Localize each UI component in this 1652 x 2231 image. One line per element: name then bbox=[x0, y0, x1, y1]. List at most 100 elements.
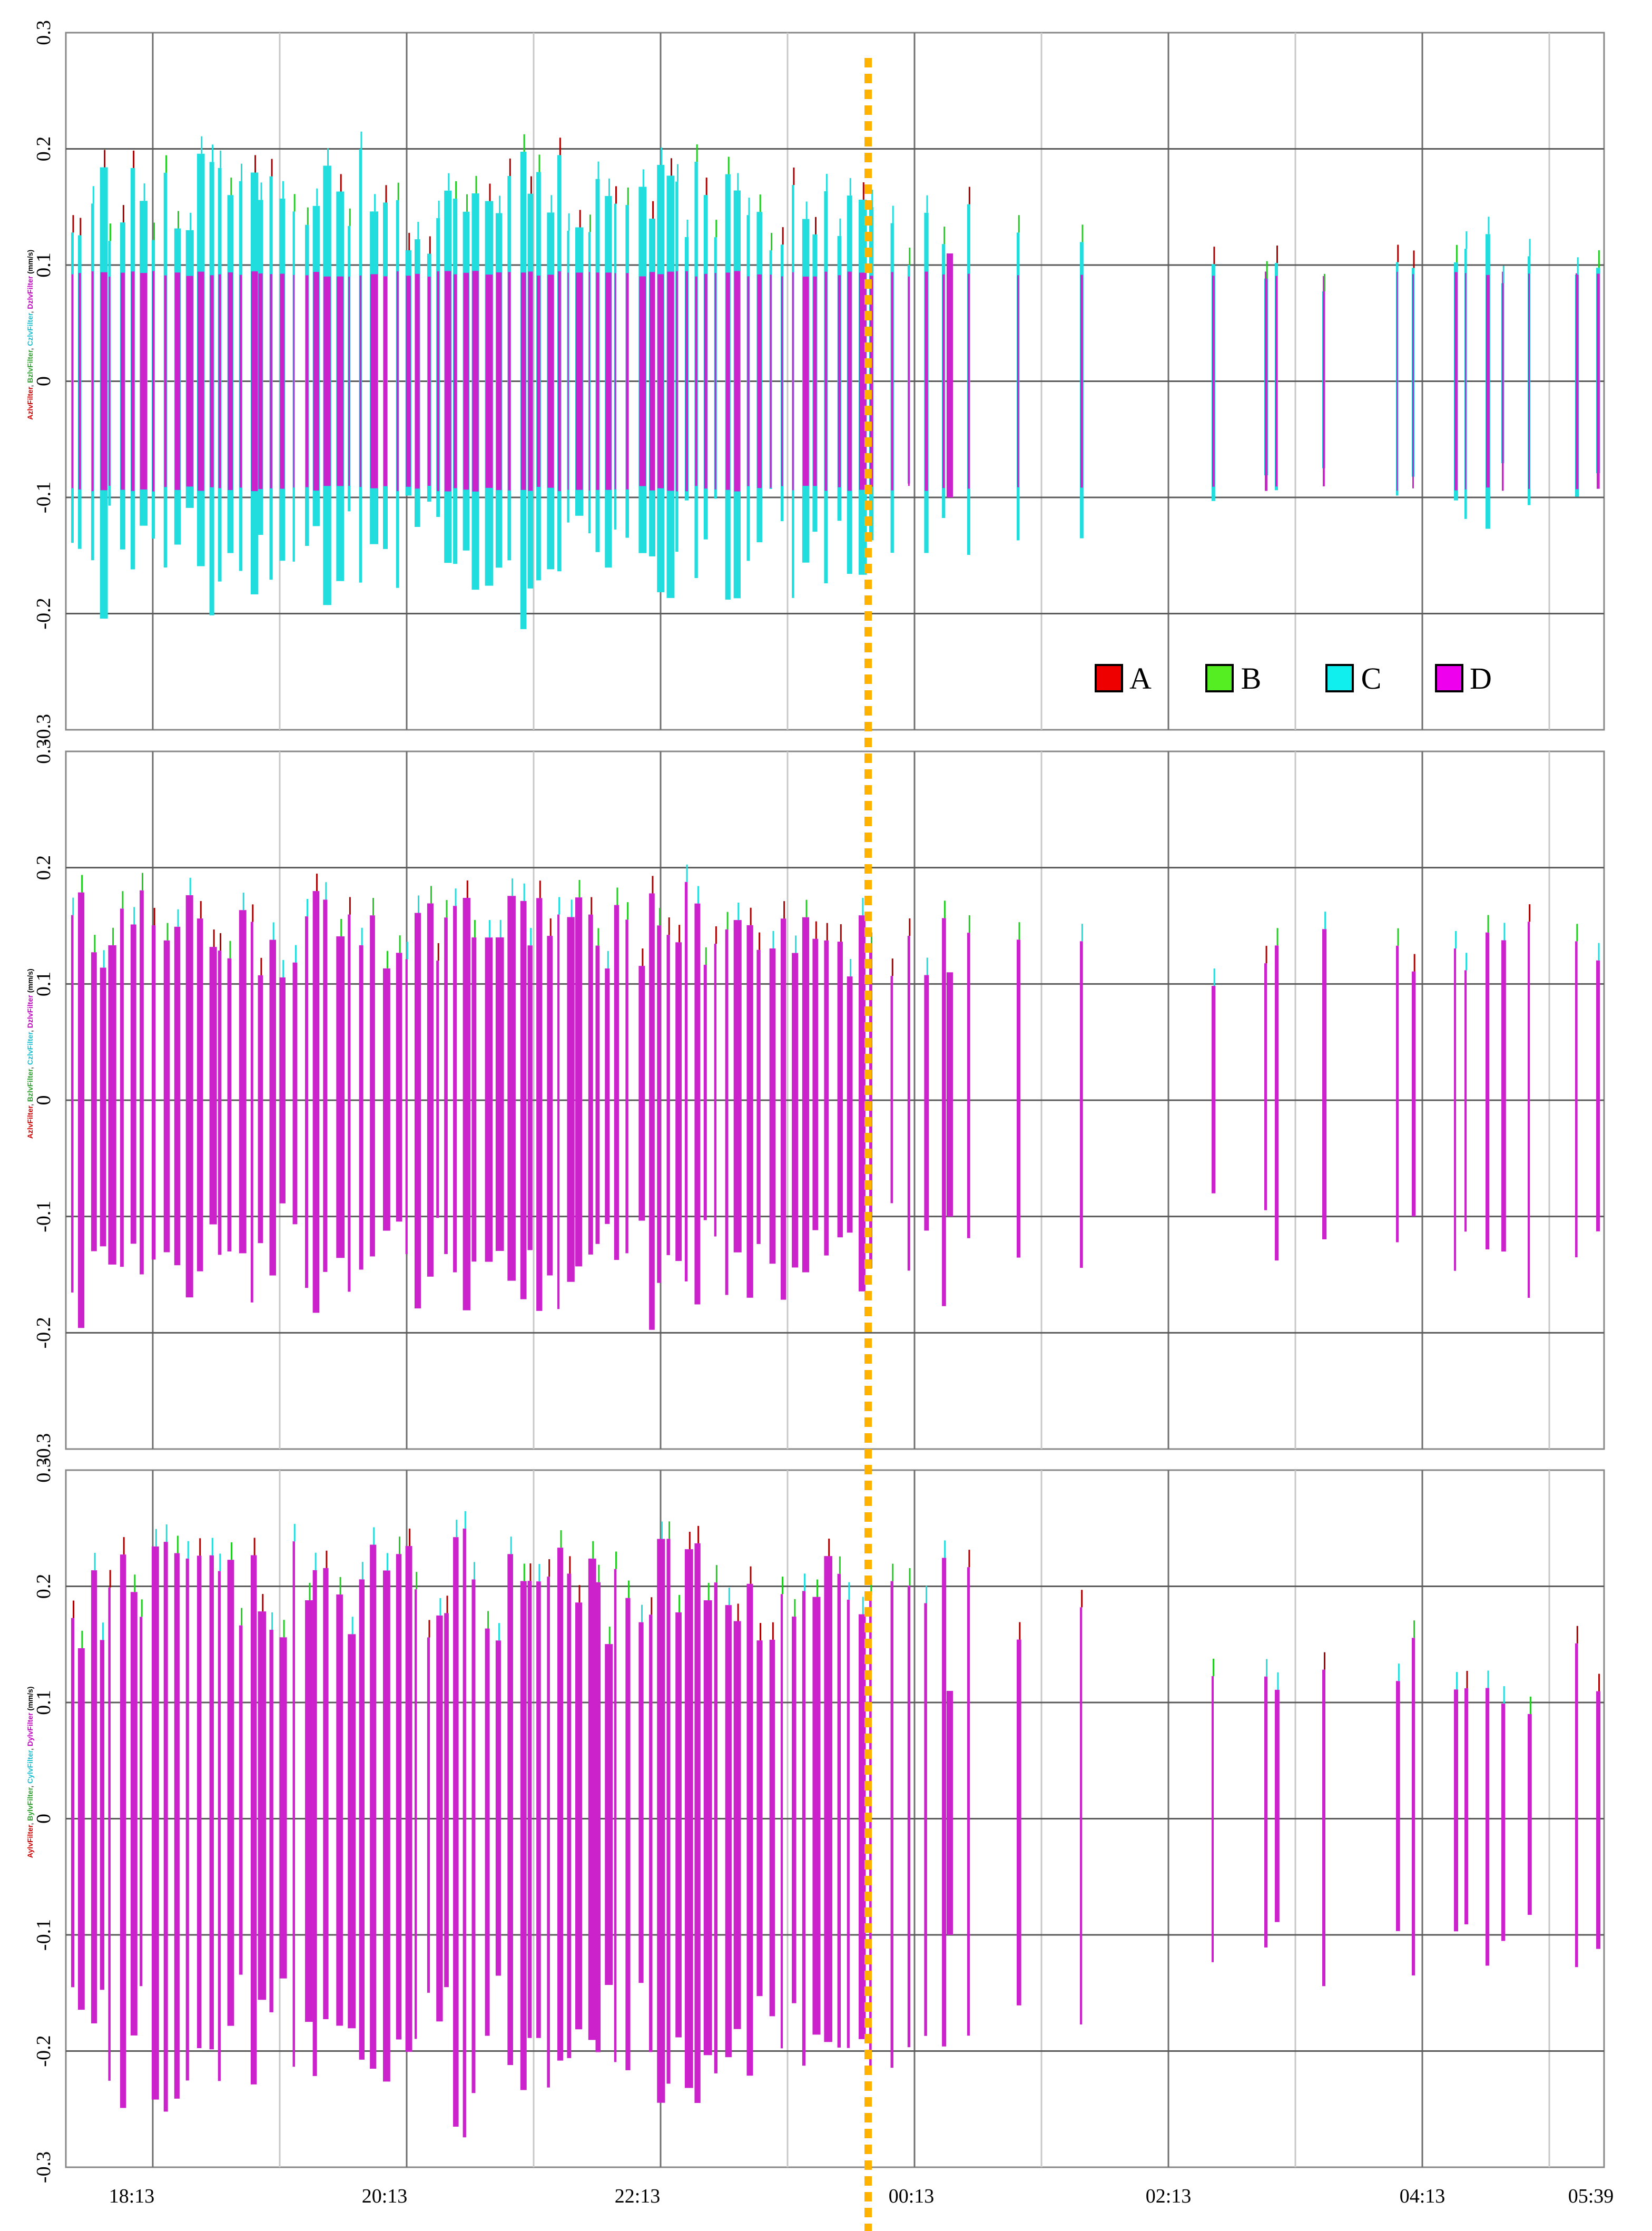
signal-burst bbox=[694, 1543, 701, 2103]
signal-tip bbox=[220, 150, 222, 168]
signal-tip bbox=[374, 194, 376, 212]
signal-burst bbox=[414, 1589, 417, 2039]
signal-burst bbox=[323, 899, 328, 1272]
signal-burst-core bbox=[415, 273, 420, 489]
signal-burst bbox=[1264, 1676, 1268, 1948]
signal-tip bbox=[406, 942, 408, 960]
signal-burst bbox=[312, 891, 320, 1313]
y-tick-label: -0.3 bbox=[33, 2151, 55, 2183]
signal-tip bbox=[1503, 1686, 1505, 1704]
signal-tip bbox=[1576, 924, 1578, 942]
signal-tip bbox=[772, 1622, 774, 1640]
signal-burst-core bbox=[131, 271, 135, 491]
signal-burst-core bbox=[891, 272, 893, 491]
signal-burst-core bbox=[685, 271, 689, 492]
signal-burst bbox=[250, 1555, 257, 2085]
signal-tip bbox=[316, 188, 318, 206]
signal-tip bbox=[589, 214, 591, 232]
signal-tip bbox=[230, 1542, 232, 1560]
signal-tip bbox=[579, 210, 581, 228]
signal-tip bbox=[325, 882, 327, 900]
signal-tip bbox=[608, 178, 610, 196]
signal-tip bbox=[750, 907, 752, 925]
signal-tip bbox=[272, 922, 274, 940]
signal-burst-core bbox=[437, 271, 440, 492]
signal-burst bbox=[427, 903, 434, 1277]
signal-burst-core bbox=[508, 272, 511, 491]
signal-burst-core bbox=[967, 273, 970, 489]
signal-tip bbox=[153, 222, 155, 240]
signal-burst-core bbox=[704, 273, 707, 489]
signal-tip bbox=[738, 902, 740, 921]
signal-burst bbox=[1396, 945, 1399, 1242]
signal-tip bbox=[446, 1596, 448, 1613]
signal-burst bbox=[1486, 1688, 1489, 1966]
signal-burst bbox=[1275, 945, 1279, 1261]
signal-burst-core bbox=[838, 275, 841, 487]
signal-burst-core bbox=[78, 273, 81, 490]
signal-burst-core bbox=[270, 274, 272, 488]
signal-tip bbox=[678, 925, 681, 943]
signal-tip bbox=[1577, 257, 1579, 275]
signal-burst bbox=[1412, 971, 1416, 1217]
x-tick-label: 05:39 bbox=[1568, 2185, 1614, 2207]
signal-tip bbox=[271, 1612, 273, 1630]
signal-tip bbox=[598, 1564, 600, 1582]
y-axis-label: AzlvFilter, BzlvFilter, CzlvFilter, Dzlv… bbox=[26, 968, 34, 1139]
y-tick-label: -0.2 bbox=[33, 1317, 55, 1348]
signal-burst bbox=[536, 1581, 541, 2038]
signal-tip bbox=[726, 912, 729, 929]
signal-burst-core bbox=[626, 273, 629, 490]
signal-burst bbox=[625, 919, 628, 1254]
signal-tip bbox=[153, 907, 155, 926]
signal-burst bbox=[292, 1541, 296, 2067]
signal-tip bbox=[1466, 953, 1468, 971]
signal-tip bbox=[715, 1565, 717, 1583]
y-tick-label: -0.1 bbox=[33, 1919, 55, 1951]
signal-burst bbox=[209, 1555, 214, 2050]
signal-tip bbox=[909, 1568, 911, 1586]
signal-tip bbox=[253, 1538, 255, 1555]
signal-burst bbox=[1212, 986, 1216, 1193]
signal-tip bbox=[826, 923, 828, 941]
signal-burst-core bbox=[1017, 275, 1019, 487]
signal-burst bbox=[120, 908, 124, 1267]
signal-tip bbox=[417, 222, 419, 240]
signal-burst bbox=[725, 1605, 732, 2058]
y-axis-label-part: , bbox=[26, 1784, 34, 1788]
signal-burst-core bbox=[605, 272, 612, 490]
signal-tip bbox=[340, 174, 342, 192]
signal-burst bbox=[557, 1548, 563, 2061]
signal-tip bbox=[438, 200, 440, 218]
y-axis-label-part: BylvFilter bbox=[26, 1787, 34, 1821]
signal-burst bbox=[733, 920, 742, 1253]
signal-burst bbox=[625, 1598, 631, 2070]
signal-tip bbox=[1213, 1658, 1215, 1676]
signal-tip bbox=[200, 901, 202, 919]
signal-burst bbox=[444, 917, 448, 1254]
signal-burst bbox=[858, 915, 866, 1291]
signal-tip bbox=[189, 877, 191, 895]
signal-tip bbox=[968, 1550, 970, 1568]
y-axis-label-part: , bbox=[26, 309, 34, 314]
signal-burst-core bbox=[485, 275, 493, 488]
signal-burst bbox=[130, 924, 136, 1244]
signal-burst bbox=[947, 972, 953, 1217]
signal-tip bbox=[627, 187, 629, 205]
y-axis-label-part: CzlvFilter bbox=[26, 1032, 34, 1065]
signal-burst-core bbox=[454, 274, 457, 488]
signal-burst bbox=[907, 1585, 911, 2048]
signal-tip bbox=[178, 211, 180, 229]
signal-tip bbox=[1081, 924, 1083, 942]
signal-burst bbox=[305, 1600, 313, 2022]
signal-tip bbox=[72, 897, 74, 915]
signal-tip bbox=[1213, 968, 1215, 986]
signal-tip bbox=[220, 933, 222, 951]
signal-tip bbox=[862, 182, 864, 200]
y-tick-label: 0.2 bbox=[33, 855, 55, 880]
signal-tip bbox=[592, 1541, 594, 1559]
signal-burst-core bbox=[714, 273, 716, 490]
signal-burst bbox=[733, 1621, 741, 2029]
signal-burst bbox=[1322, 929, 1327, 1239]
signal-burst-core bbox=[802, 276, 809, 486]
